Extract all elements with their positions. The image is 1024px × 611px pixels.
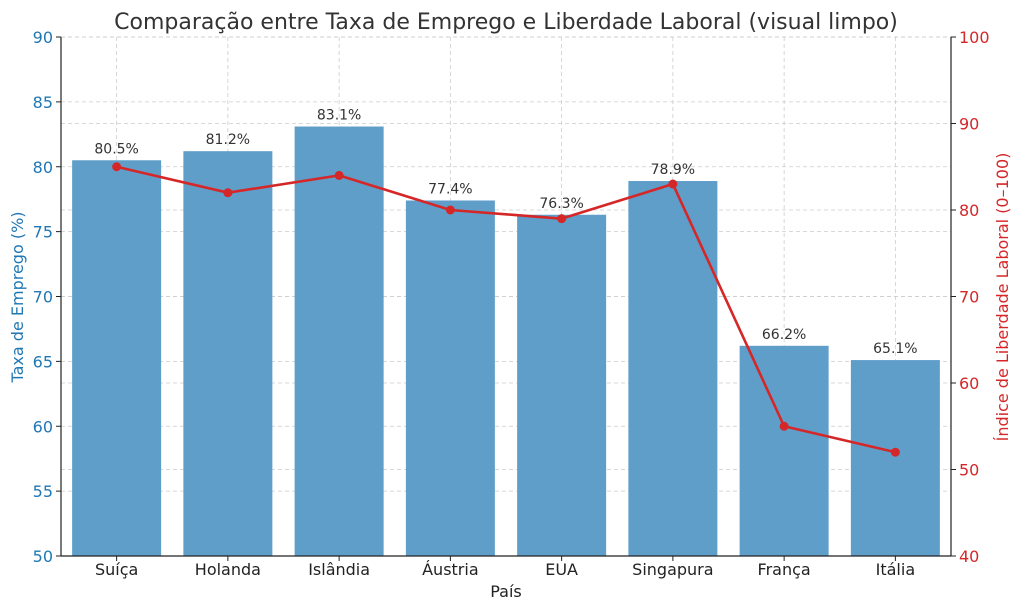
liberty-line — [116, 165, 896, 454]
y-left-tick-label: 55 — [33, 482, 53, 501]
chart-title: Comparação entre Taxa de Emprego e Liber… — [114, 10, 898, 35]
bar-employment — [405, 200, 495, 557]
bar-value-label: 77.4% — [428, 181, 472, 197]
liberty-point — [668, 179, 678, 189]
y-left-tick-label: 65 — [33, 352, 53, 371]
y-left-tick-label: 60 — [33, 417, 53, 436]
liberty-point — [334, 170, 344, 180]
y-left-tick-label: 75 — [33, 223, 53, 242]
bar-value-label: 76.3% — [539, 196, 583, 212]
y-right-axis-label: Índice de Liberdade Laboral (0–100) — [993, 153, 1012, 442]
y-left-tick-label: 50 — [33, 547, 53, 566]
x-tick-label: Singapura — [632, 560, 713, 579]
data-labels: 80.5% 81.2% 83.1% 77.4% 76.3% 78.9% 66.2% 65.1% — [94, 108, 917, 358]
bars — [72, 126, 940, 557]
bar-employment — [628, 181, 718, 556]
bar-employment — [294, 126, 384, 556]
y-left-tick-label: 90 — [33, 28, 53, 47]
axes: 50 55 60 65 70 75 80 85 90 40 50 60 70 80 90 100 Suíça Ho… — [33, 28, 990, 579]
x-tick-label: Áustria — [422, 560, 479, 579]
y-left-tick-label: 85 — [33, 93, 53, 112]
x-tick-label: Islândia — [308, 560, 370, 579]
bar-employment — [850, 360, 940, 556]
bar-employment — [517, 214, 607, 556]
liberty-point — [223, 188, 233, 198]
bar-employment — [72, 160, 162, 556]
y-right-tick-label: 50 — [959, 461, 979, 480]
bar-employment — [183, 151, 273, 556]
liberty-point — [779, 421, 789, 431]
bar-value-label: 83.1% — [317, 108, 361, 124]
liberty-point — [445, 205, 455, 215]
y-right-tick-label: 70 — [959, 288, 979, 307]
x-tick-label: EUA — [545, 560, 578, 579]
liberty-point — [112, 162, 122, 172]
bar-value-label: 65.1% — [873, 341, 917, 357]
bar-value-label: 80.5% — [94, 141, 138, 157]
x-tick-label: Holanda — [195, 560, 261, 579]
y-left-tick-label: 80 — [33, 158, 53, 177]
y-left-axis-label: Taxa de Emprego (%) — [8, 211, 27, 383]
bar-value-label: 81.2% — [206, 132, 250, 148]
y-right-tick-label: 40 — [959, 547, 979, 566]
y-right-tick-label: 90 — [959, 115, 979, 134]
bar-value-label: 66.2% — [762, 327, 806, 343]
bar-value-label: 78.9% — [651, 162, 695, 178]
bar-employment — [739, 345, 829, 556]
y-right-tick-label: 60 — [959, 374, 979, 393]
y-right-tick-label: 80 — [959, 201, 979, 220]
liberty-point — [890, 447, 900, 457]
liberty-point — [557, 214, 567, 224]
x-tick-label: Itália — [876, 560, 916, 579]
x-tick-label: França — [758, 560, 811, 579]
liberty-line-series — [112, 162, 900, 457]
y-right-tick-label: 100 — [959, 28, 990, 47]
x-tick-label: Suíça — [95, 560, 138, 579]
x-axis-label: País — [490, 582, 522, 601]
y-left-tick-label: 70 — [33, 288, 53, 307]
